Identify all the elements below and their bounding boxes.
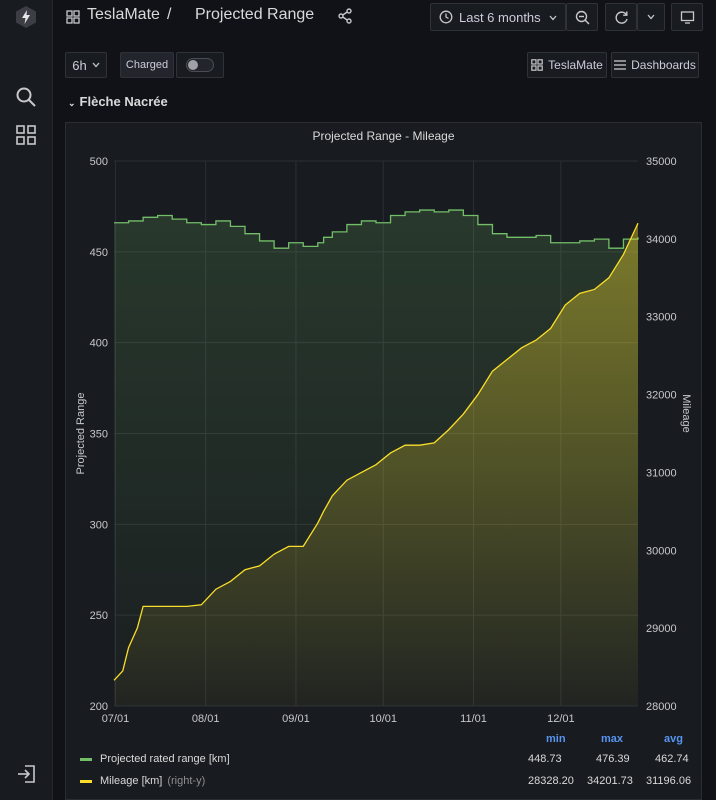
y2-tick-label: 29000 bbox=[646, 623, 677, 635]
y-tick-label: 450 bbox=[90, 247, 108, 259]
list-icon bbox=[614, 60, 627, 70]
x-tick-label: 10/01 bbox=[370, 713, 398, 725]
zoom-out-icon bbox=[575, 10, 589, 24]
charged-label: Charged bbox=[120, 52, 174, 78]
legend-item[interactable]: Mileage [km] (right-y) bbox=[80, 775, 205, 787]
monitor-icon bbox=[680, 10, 694, 24]
teslamate-link-label: TeslaMate bbox=[548, 58, 603, 72]
grafana-logo-icon[interactable] bbox=[14, 5, 38, 29]
row-header[interactable]: ⌄ Flèche Nacrée bbox=[68, 94, 168, 109]
series-line bbox=[113, 222, 639, 681]
tv-mode-button[interactable] bbox=[671, 3, 703, 31]
chevron-down-icon: ⌄ bbox=[68, 98, 76, 108]
time-range-picker[interactable]: Last 6 months bbox=[430, 3, 566, 31]
x-tick-label: 11/01 bbox=[460, 713, 487, 725]
share-icon[interactable] bbox=[337, 8, 353, 24]
refresh-interval-dropdown[interactable] bbox=[637, 3, 665, 31]
sign-in-icon[interactable] bbox=[15, 763, 37, 785]
time-range-label: Last 6 months bbox=[459, 9, 541, 25]
panel-title[interactable]: Projected Range - Mileage bbox=[312, 129, 455, 143]
legend-header-min[interactable]: min bbox=[546, 733, 566, 745]
y-tick-label: 350 bbox=[90, 429, 108, 441]
y-tick-label: 250 bbox=[90, 610, 108, 622]
clock-icon bbox=[439, 10, 453, 24]
legend-item[interactable]: Projected rated range [km] bbox=[80, 753, 230, 765]
charged-label-text: Charged bbox=[125, 59, 169, 71]
legend-value-min: 448.73 bbox=[528, 753, 562, 765]
refresh-button[interactable] bbox=[605, 3, 637, 31]
breadcrumb-home[interactable]: TeslaMate bbox=[87, 6, 160, 23]
x-tick-label: 08/01 bbox=[192, 713, 220, 725]
legend-series-name: Projected rated range [km] bbox=[100, 753, 230, 765]
y-tick-label: 400 bbox=[90, 338, 108, 350]
legend-value-avg: 31196.06 bbox=[646, 775, 692, 787]
y2-axis-label: Mileage bbox=[680, 394, 692, 433]
teslamate-link-button[interactable]: TeslaMate bbox=[527, 52, 607, 78]
y2-tick-label: 32000 bbox=[646, 390, 677, 402]
legend-value-max: 34201.73 bbox=[587, 775, 633, 787]
y2-tick-label: 35000 bbox=[646, 156, 677, 168]
legend-value-max: 476.39 bbox=[596, 753, 630, 765]
toggle-switch-icon bbox=[186, 58, 214, 72]
chevron-down-icon bbox=[549, 15, 557, 21]
y-axis-label: Projected Range bbox=[75, 393, 87, 475]
sidebar bbox=[0, 0, 53, 800]
dashboards-link-button[interactable]: Dashboards bbox=[611, 52, 699, 78]
grid-icon bbox=[531, 59, 543, 71]
y-tick-label: 300 bbox=[90, 519, 108, 531]
series-line bbox=[114, 209, 639, 249]
charged-toggle[interactable] bbox=[176, 52, 224, 78]
chevron-down-icon bbox=[92, 62, 100, 68]
search-icon[interactable] bbox=[15, 86, 37, 108]
y2-tick-label: 31000 bbox=[646, 467, 677, 479]
legend-value-avg: 462.74 bbox=[655, 753, 689, 765]
y2-tick-label: 34000 bbox=[646, 234, 677, 246]
y2-tick-label: 28000 bbox=[646, 701, 677, 713]
dashboard-grid-icon bbox=[66, 10, 80, 24]
x-tick-label: 09/01 bbox=[282, 713, 310, 725]
interval-value: 6h bbox=[72, 57, 87, 73]
legend-swatch bbox=[80, 779, 92, 783]
dashboards-grid-icon[interactable] bbox=[15, 124, 37, 146]
dashboards-link-label: Dashboards bbox=[631, 58, 696, 72]
x-tick-label: 07/01 bbox=[102, 713, 130, 725]
x-tick-label: 12/01 bbox=[547, 713, 575, 725]
page-title[interactable]: Projected Range bbox=[195, 6, 315, 23]
y2-tick-label: 33000 bbox=[646, 312, 677, 324]
row-title: Flèche Nacrée bbox=[79, 94, 168, 109]
interval-variable-dropdown[interactable]: 6h bbox=[65, 52, 107, 78]
zoom-out-button[interactable] bbox=[566, 3, 598, 31]
legend-value-min: 28328.20 bbox=[528, 775, 574, 787]
chevron-down-icon bbox=[647, 14, 655, 20]
legend-series-name: Mileage [km] bbox=[100, 775, 163, 787]
y-tick-label: 200 bbox=[90, 701, 108, 713]
y2-tick-label: 30000 bbox=[646, 545, 677, 557]
breadcrumb-separator: / bbox=[167, 6, 172, 23]
legend-swatch bbox=[80, 757, 92, 761]
legend-series-suffix: (right-y) bbox=[167, 775, 206, 787]
y-tick-label: 500 bbox=[90, 156, 108, 168]
series-area bbox=[114, 223, 638, 706]
refresh-icon bbox=[615, 10, 628, 24]
legend-header-avg[interactable]: avg bbox=[664, 733, 683, 745]
top-navbar: TeslaMate / Projected Range bbox=[52, 0, 716, 34]
legend-header-max[interactable]: max bbox=[601, 733, 624, 745]
